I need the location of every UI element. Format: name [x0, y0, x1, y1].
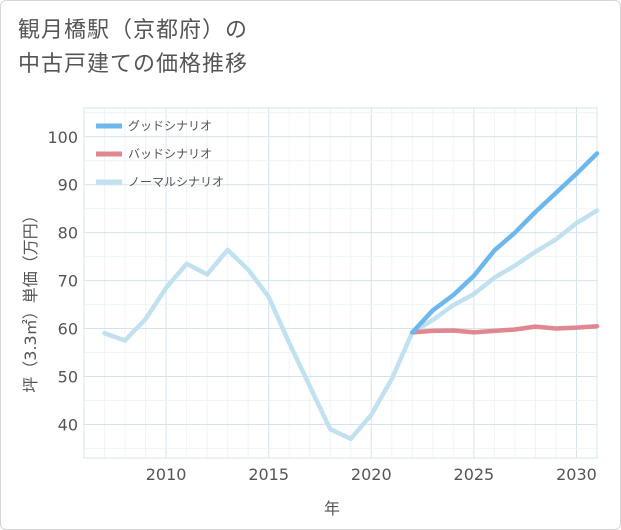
series-line-0 [410, 151, 600, 335]
chart-title-line-1: 観月橋駅（京都府）の [18, 18, 249, 43]
y-tick-label: 40 [58, 415, 78, 434]
y-tick-label: 70 [58, 272, 78, 291]
series-line-1 [410, 323, 600, 335]
chart-title: 観月橋駅（京都府）の 中古戸建ての価格推移 [18, 14, 248, 82]
y-tick-label: 60 [58, 320, 78, 339]
chart-title-line-2: 中古戸建ての価格推移 [18, 52, 249, 77]
series-layer [102, 151, 600, 442]
series-line-2 [102, 208, 600, 442]
y-tick-label: 100 [47, 128, 78, 147]
tick-labels: 2010 2015 2020 2025 2030 40 50 60 70 80 90 100 [47, 128, 596, 484]
grid-lines [83, 107, 598, 459]
y-axis-title: 坪（3.3㎡）単価（万円） [21, 207, 40, 392]
legend-label: ノーマルシナリオ [128, 175, 224, 189]
x-tick-label: 2030 [556, 465, 597, 484]
x-axis-title: 年 [324, 499, 340, 518]
legend-label: バッドシナリオ [128, 147, 212, 161]
legend-label: グッドシナリオ [128, 119, 212, 133]
x-tick-label: 2010 [146, 465, 187, 484]
x-tick-label: 2025 [454, 465, 495, 484]
x-tick-label: 2020 [351, 465, 392, 484]
y-tick-label: 90 [58, 176, 78, 195]
plot-area [83, 107, 598, 459]
y-tick-label: 50 [58, 367, 78, 386]
x-tick-label: 2015 [248, 465, 289, 484]
y-tick-label: 80 [58, 224, 78, 243]
